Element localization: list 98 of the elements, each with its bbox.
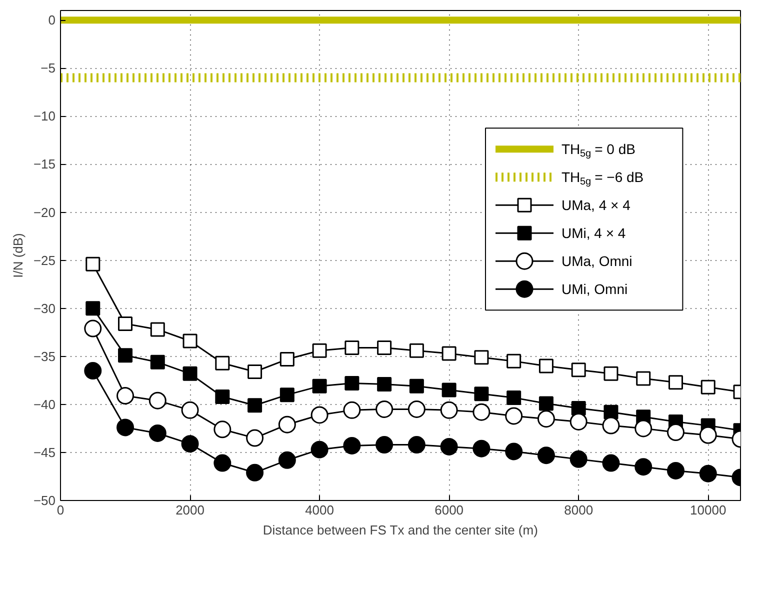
point bbox=[571, 362, 586, 378]
x-tick-label: 6000 bbox=[434, 502, 464, 518]
point bbox=[537, 410, 555, 428]
point bbox=[538, 396, 554, 411]
y-tick-label: −50 bbox=[33, 493, 56, 508]
y-tick-label: −15 bbox=[33, 156, 56, 172]
point bbox=[116, 418, 134, 436]
point bbox=[312, 343, 327, 358]
point bbox=[604, 366, 618, 381]
point bbox=[118, 348, 133, 363]
point bbox=[409, 378, 424, 394]
point bbox=[699, 426, 717, 444]
x-tick-label: 2000 bbox=[176, 502, 204, 518]
x-tick-label: 10000 bbox=[690, 502, 726, 518]
y-tick-label: 0 bbox=[48, 12, 56, 28]
point bbox=[472, 440, 490, 458]
point bbox=[86, 256, 100, 272]
point bbox=[182, 334, 198, 348]
point bbox=[344, 376, 360, 391]
point bbox=[506, 354, 522, 368]
legend-label: UMi, Omni bbox=[562, 281, 628, 298]
x-axis-title: Distance between FS Tx and the center site (m) bbox=[262, 522, 538, 538]
point bbox=[377, 340, 392, 355]
point bbox=[440, 401, 458, 419]
point bbox=[505, 442, 523, 460]
legend-label: UMi, 4 × 4 bbox=[562, 225, 626, 242]
point bbox=[602, 454, 620, 472]
point bbox=[116, 387, 134, 405]
point bbox=[214, 420, 232, 438]
y-tick-label: −5 bbox=[40, 60, 56, 76]
point bbox=[150, 322, 165, 337]
y-tick-label: −10 bbox=[33, 108, 56, 124]
point bbox=[150, 354, 165, 370]
point bbox=[84, 362, 102, 380]
y-tick-label: −25 bbox=[33, 252, 56, 268]
point bbox=[246, 429, 264, 447]
point bbox=[505, 407, 523, 425]
point bbox=[310, 406, 328, 424]
point bbox=[118, 316, 133, 331]
point bbox=[343, 437, 361, 454]
point bbox=[700, 380, 716, 394]
point bbox=[278, 416, 296, 434]
point bbox=[182, 366, 198, 381]
point bbox=[215, 356, 230, 370]
point bbox=[538, 358, 554, 374]
point bbox=[84, 320, 102, 338]
point bbox=[409, 343, 424, 358]
point bbox=[148, 392, 166, 410]
y-axis-title: I/N (dB) bbox=[10, 233, 26, 278]
point bbox=[280, 388, 294, 402]
point bbox=[246, 464, 264, 482]
point bbox=[344, 340, 360, 355]
point bbox=[278, 451, 296, 469]
point bbox=[440, 438, 458, 456]
point bbox=[570, 412, 588, 430]
point bbox=[537, 446, 555, 464]
point bbox=[181, 435, 199, 453]
point bbox=[86, 301, 100, 316]
point bbox=[343, 401, 361, 419]
point bbox=[215, 389, 230, 404]
point bbox=[571, 401, 586, 416]
y-tick-label: −45 bbox=[33, 444, 56, 460]
point bbox=[310, 440, 328, 458]
point bbox=[408, 436, 426, 454]
point bbox=[376, 436, 394, 454]
point bbox=[634, 458, 652, 476]
point bbox=[214, 454, 232, 472]
point bbox=[148, 424, 166, 442]
point bbox=[472, 403, 490, 421]
point bbox=[666, 462, 684, 480]
x-tick-label: 4000 bbox=[305, 502, 334, 518]
legend-label: UMa, 4 × 4 bbox=[562, 197, 631, 214]
point bbox=[668, 375, 683, 390]
y-tick-label: −20 bbox=[33, 204, 56, 220]
point bbox=[248, 398, 262, 413]
y-tick-label: −30 bbox=[33, 300, 56, 316]
point bbox=[602, 416, 620, 434]
point bbox=[666, 424, 684, 442]
point bbox=[377, 376, 392, 392]
point bbox=[634, 420, 652, 438]
point bbox=[506, 390, 522, 405]
point bbox=[408, 400, 426, 418]
point bbox=[699, 464, 717, 482]
y-tick-label: −35 bbox=[33, 348, 56, 364]
point bbox=[474, 350, 489, 365]
x-tick-label: 8000 bbox=[564, 502, 594, 518]
point bbox=[181, 401, 199, 419]
point bbox=[376, 400, 394, 418]
point bbox=[474, 386, 489, 402]
point bbox=[280, 352, 294, 367]
point bbox=[442, 382, 456, 398]
point bbox=[442, 346, 456, 361]
y-tick-label: −40 bbox=[33, 396, 56, 412]
point bbox=[248, 364, 262, 380]
point bbox=[570, 450, 588, 468]
point bbox=[312, 378, 327, 394]
legend-label: UMa, Omni bbox=[562, 253, 632, 270]
point bbox=[636, 371, 651, 386]
